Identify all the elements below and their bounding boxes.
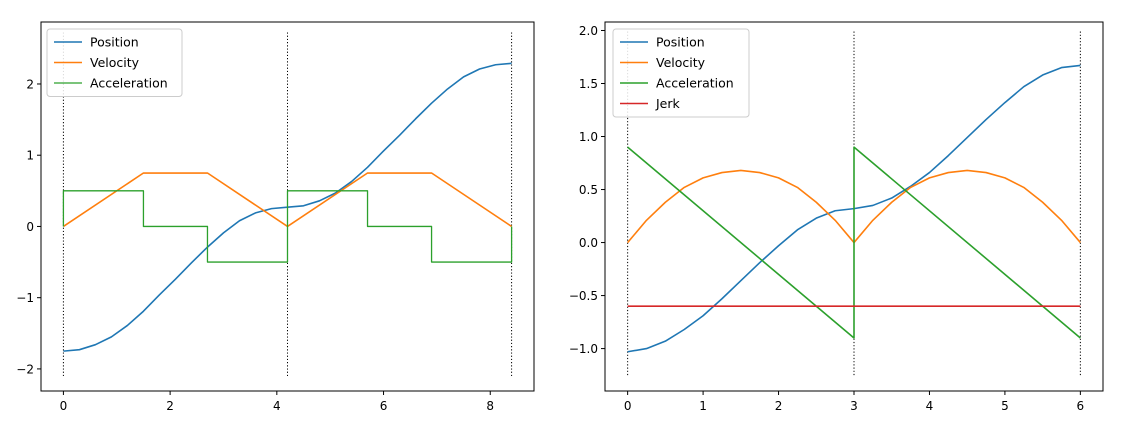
x-tick-label: 6 [1077,399,1085,413]
y-tick-label: 1.0 [579,130,598,144]
y-tick-label: −0.5 [569,289,598,303]
x-tick-label: 8 [486,399,494,413]
legend: Position Velocity Acceleration Jerk [612,28,750,118]
chart-2: 0 1 2 3 4 5 6 −1.0 −0.5 0.0 0.5 1.0 1.5 2.0 Position Ve… [569,21,1104,413]
y-tick-label: 1 [26,149,34,163]
x-tick-label: 0 [624,399,632,413]
x-tick-label: 4 [273,399,281,413]
y-tick-label: 2.0 [579,24,598,38]
series-line-acceleration [627,146,1081,339]
y-tick-label: 0.0 [579,236,598,250]
legend-label: Position [656,35,705,50]
legend-label: Velocity [90,55,140,70]
y-tick-label: 0.5 [579,183,598,197]
y-tick-label: −2 [16,362,34,376]
x-tick-label: 2 [166,399,174,413]
series-line-acceleration [62,190,513,263]
x-tick-label: 1 [699,399,707,413]
x-tick-label: 3 [850,399,858,413]
y-tick-label: 2 [26,77,34,91]
legend-label: Acceleration [90,76,168,91]
legend-label: Jerk [655,96,681,111]
y-tick-label: −1 [16,291,34,305]
plot-frame [40,21,535,392]
legend-label: Acceleration [656,76,734,91]
legend-label: Velocity [656,55,706,70]
chart-1: 0 2 4 6 8 −2 −1 0 1 2 Position Velocity Acceleration [16,21,535,413]
x-tick-label: 0 [60,399,68,413]
x-tick-label: 6 [380,399,388,413]
legend: Position Velocity Acceleration [46,28,183,97]
legend-box [46,28,183,97]
x-tick-label: 2 [775,399,783,413]
legend-box [612,28,750,118]
x-tick-label: 5 [1001,399,1009,413]
x-tick-label: 4 [926,399,934,413]
y-tick-label: −1.0 [569,342,598,356]
legend-label: Position [90,35,139,50]
y-tick-label: 1.5 [579,77,598,91]
y-tick-label: 0 [26,220,34,234]
